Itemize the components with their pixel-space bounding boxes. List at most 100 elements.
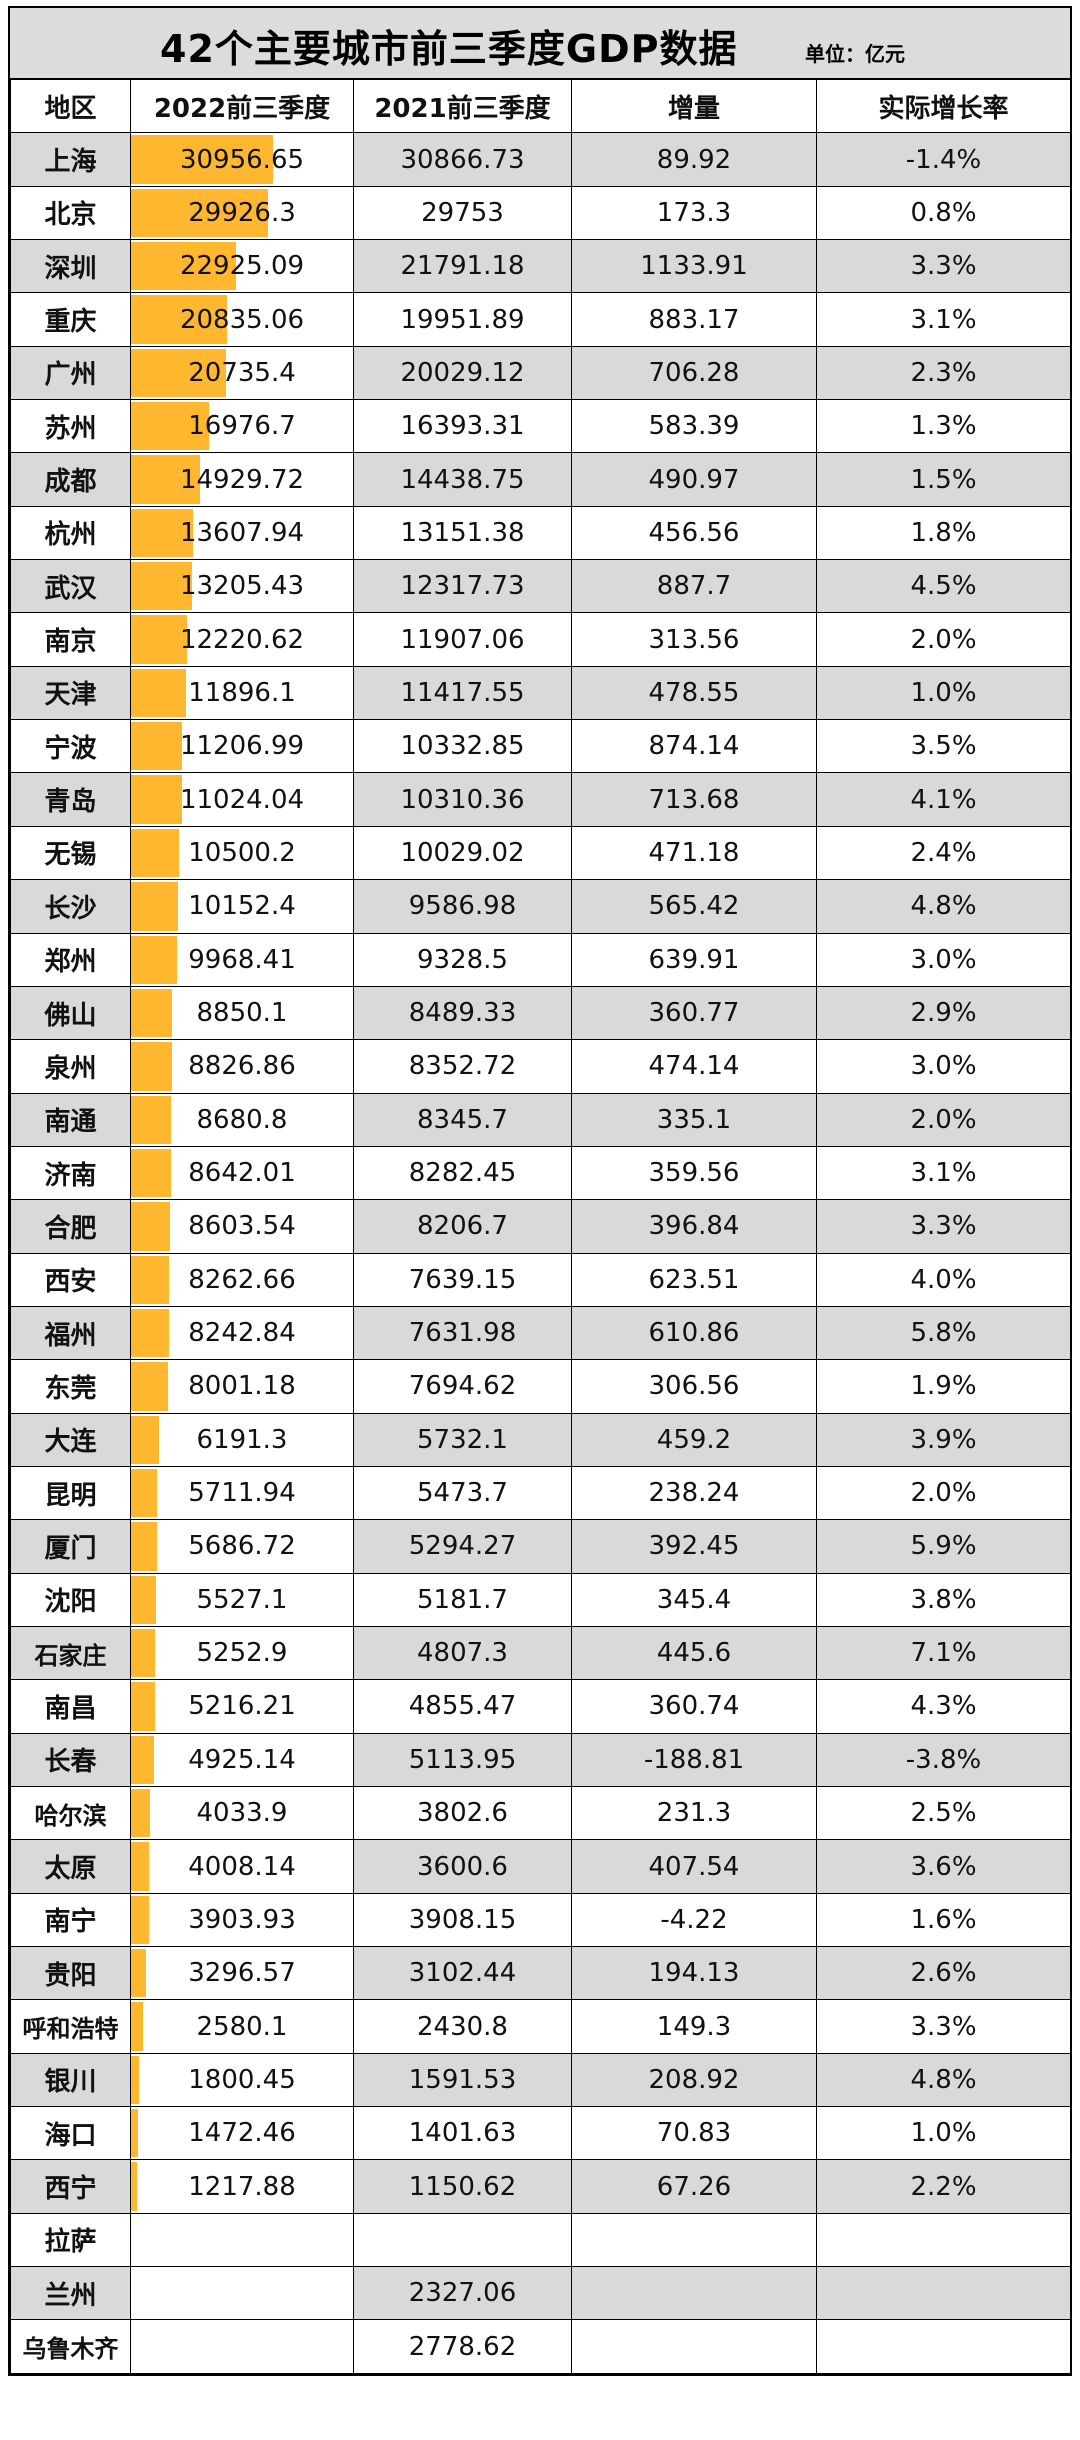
table-row: 银川 1800.45 1591.53 208.92 4.8%	[10, 2052, 1071, 2108]
gdp-2022-value: 4008.14	[188, 1851, 296, 1882]
cell-growth-rate: 1.0%	[816, 2106, 1071, 2161]
table-row: 西安 8262.66 7639.15 623.51 4.0%	[10, 1252, 1071, 1307]
table-row: 成都 14929.72 14438.75 490.97 1.5%	[10, 452, 1071, 507]
gdp-2022-value: 1217.88	[188, 2171, 296, 2202]
gdp-2022-value: 3903.93	[188, 1904, 296, 1935]
cell-increase: 335.1	[571, 1092, 817, 1147]
gdp-2022-value: 5252.9	[196, 1638, 288, 1669]
cell-increase: 396.84	[571, 1199, 817, 1254]
gdp-data-bar	[131, 882, 178, 931]
cell-gdp-2022: 5216.21	[130, 1679, 354, 1734]
cell-city: 杭州	[10, 505, 131, 561]
cell-city: 南通	[10, 1092, 131, 1147]
cell-city: 郑州	[10, 932, 131, 987]
table-row: 天津 11896.1 11417.55 478.55 1.0%	[10, 665, 1071, 721]
cell-gdp-2022: 3296.57	[130, 1946, 354, 2001]
gdp-data-bar	[131, 1522, 158, 1571]
cell-increase: 149.3	[571, 1999, 817, 2054]
cell-city: 重庆	[10, 292, 131, 347]
cell-increase: 459.2	[571, 1412, 817, 1467]
cell-increase: 583.39	[571, 399, 817, 454]
cell-city: 宁波	[10, 719, 131, 774]
cell-city: 呼和浩特	[10, 1999, 131, 2054]
gdp-data-bar	[131, 348, 227, 398]
gdp-2022-value: 5527.1	[196, 1584, 288, 1615]
cell-growth-rate: 1.6%	[816, 1892, 1071, 1948]
table-row: 苏州 16976.7 16393.31 583.39 1.3%	[10, 399, 1071, 454]
cell-growth-rate: 2.0%	[816, 1465, 1071, 1521]
cell-increase	[571, 2266, 817, 2321]
gdp-2022-value: 8642.01	[188, 1158, 296, 1189]
table-row: 青岛 11024.04 10310.36 713.68 4.1%	[10, 772, 1071, 827]
table-row: 广州 20735.4 20029.12 706.28 2.3%	[10, 345, 1071, 401]
cell-city: 乌鲁木齐	[10, 2319, 131, 2374]
cell-growth-rate: 1.9%	[816, 1359, 1071, 1414]
cell-increase: 456.56	[571, 505, 817, 561]
cell-city: 厦门	[10, 1519, 131, 1574]
cell-increase: 883.17	[571, 292, 817, 347]
cell-increase	[571, 2319, 817, 2374]
cell-gdp-2022: 8680.8	[130, 1092, 354, 1147]
table-row: 长沙 10152.4 9586.98 565.42 4.8%	[10, 879, 1071, 934]
gdp-data-bar	[131, 2055, 140, 2105]
cell-gdp-2022: 11896.1	[130, 665, 354, 721]
gdp-data-bar	[131, 1415, 160, 1464]
gdp-2022-value: 1472.46	[188, 2118, 296, 2149]
cell-gdp-2021: 5294.27	[353, 1519, 572, 1574]
gdp-data-bar	[131, 1255, 169, 1304]
cell-increase: 306.56	[571, 1359, 817, 1414]
gdp-data-bar	[131, 1202, 171, 1251]
header-gdp-2022: 2022前三季度	[130, 78, 354, 134]
cell-city: 合肥	[10, 1199, 131, 1254]
table-row: 泉州 8826.86 8352.72 474.14 3.0%	[10, 1039, 1071, 1094]
cell-gdp-2022: 14929.72	[130, 452, 354, 507]
cell-gdp-2021: 7639.15	[353, 1252, 572, 1307]
cell-gdp-2021: 8206.7	[353, 1199, 572, 1254]
cell-growth-rate: 3.6%	[816, 1839, 1071, 1894]
cell-gdp-2021: 3802.6	[353, 1785, 572, 1841]
cell-city: 大连	[10, 1412, 131, 1467]
cell-gdp-2022: 4925.14	[130, 1732, 354, 1788]
cell-city: 贵阳	[10, 1946, 131, 2001]
gdp-2022-value: 12220.62	[179, 624, 305, 655]
cell-city: 沈阳	[10, 1572, 131, 1627]
table-row: 沈阳 5527.1 5181.7 345.4 3.8%	[10, 1572, 1071, 1627]
cell-increase: 478.55	[571, 665, 817, 721]
cell-gdp-2021: 9586.98	[353, 879, 572, 934]
cell-growth-rate: 2.3%	[816, 345, 1071, 401]
cell-gdp-2021: 10310.36	[353, 772, 572, 827]
gdp-data-bar	[131, 668, 186, 718]
gdp-data-bar	[131, 295, 227, 344]
header-region: 地区	[10, 78, 131, 134]
unit-label: 单位：亿元	[805, 42, 905, 66]
cell-gdp-2021: 16393.31	[353, 399, 572, 454]
header-gdp-2021: 2021前三季度	[353, 78, 572, 134]
gdp-2022-value: 8680.8	[196, 1104, 288, 1135]
cell-increase: 194.13	[571, 1946, 817, 2001]
cell-gdp-2021: 19951.89	[353, 292, 572, 347]
gdp-2022-value: 8242.84	[188, 1318, 296, 1349]
table-row: 石家庄 5252.9 4807.3 445.6 7.1%	[10, 1625, 1071, 1681]
gdp-2022-value: 8603.54	[188, 1211, 296, 1242]
cell-growth-rate: 3.0%	[816, 1039, 1071, 1094]
gdp-data-bar	[131, 775, 182, 824]
gdp-data-bar	[131, 188, 269, 238]
gdp-data-bar	[131, 1842, 150, 1891]
cell-increase: 713.68	[571, 772, 817, 827]
cell-city: 福州	[10, 1305, 131, 1361]
gdp-data-bar	[131, 1628, 156, 1678]
cell-gdp-2022: 30956.65	[130, 132, 354, 187]
cell-gdp-2022: 29926.3	[130, 185, 354, 241]
cell-gdp-2022: 10500.2	[130, 825, 354, 881]
cell-gdp-2021	[353, 2212, 572, 2268]
gdp-data-bar	[131, 562, 192, 611]
gdp-table: 地区 2022前三季度 2021前三季度 增量 实际增长率 上海 30956.65…	[10, 78, 1071, 2374]
table-row: 呼和浩特 2580.1 2430.8 149.3 3.3%	[10, 1999, 1071, 2054]
table-row: 贵阳 3296.57 3102.44 194.13 2.6%	[10, 1946, 1071, 2001]
gdp-data-bar	[131, 242, 237, 291]
cell-city: 西宁	[10, 2159, 131, 2214]
cell-gdp-2021: 11907.06	[353, 612, 572, 667]
table-row: 深圳 22925.09 21791.18 1133.91 3.3%	[10, 239, 1071, 294]
cell-increase: 1133.91	[571, 239, 817, 294]
cell-city: 南宁	[10, 1892, 131, 1948]
